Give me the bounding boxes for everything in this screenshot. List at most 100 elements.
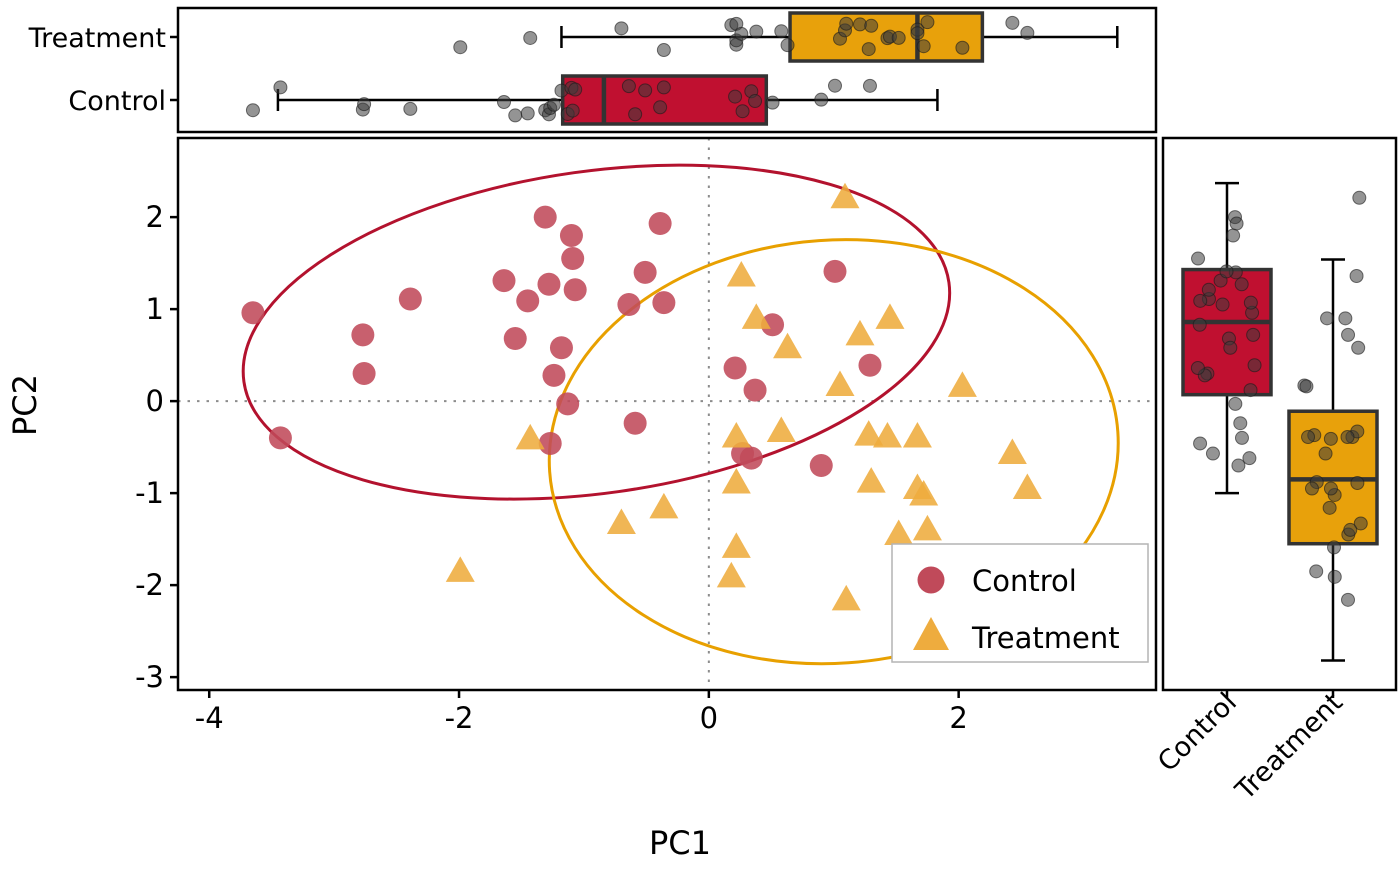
jitter-point	[565, 103, 580, 118]
control-confidence-ellipse	[241, 163, 952, 501]
y-axis-title: PC2	[6, 374, 44, 436]
jitter-point	[453, 40, 468, 55]
jitter-point	[1205, 446, 1220, 461]
treatment-point	[856, 467, 886, 493]
control-point	[516, 289, 540, 313]
y-tick-label: -1	[135, 476, 164, 510]
jitter-point	[1020, 25, 1035, 40]
jitter-point	[1193, 293, 1208, 308]
jitter-point	[827, 78, 842, 93]
jitter-point	[1215, 297, 1230, 312]
legend-treatment-triangle-icon	[913, 617, 949, 650]
jitter-point	[1223, 340, 1238, 355]
control-point	[743, 378, 767, 402]
treatment-point	[831, 584, 861, 611]
top-marginal-boxplot-panel	[245, 11, 1119, 126]
jitter-point	[508, 108, 523, 123]
jitter-point	[916, 39, 931, 54]
treatment-point	[721, 468, 751, 494]
jitter-point	[920, 15, 935, 30]
x-tick-label: 2	[949, 701, 967, 735]
top-panel-border	[176, 6, 1158, 134]
control-point	[241, 301, 265, 325]
control-point	[809, 454, 833, 478]
jitter-point	[1323, 481, 1338, 496]
jitter-point	[1341, 327, 1356, 342]
jitter-point	[1243, 295, 1258, 310]
jitter-point	[1327, 569, 1342, 584]
jitter-point	[1192, 317, 1207, 332]
control-point	[652, 291, 676, 315]
jitter-point	[1327, 540, 1342, 555]
treatment-point	[830, 182, 860, 209]
jitter-point	[1323, 431, 1338, 446]
x-tick-label: -4	[195, 701, 224, 735]
jitter-point	[1228, 396, 1243, 411]
jitter-point	[638, 83, 653, 98]
control-point	[561, 247, 585, 271]
control-point	[537, 272, 561, 296]
jitter-point	[1242, 451, 1257, 466]
jitter-point	[780, 38, 795, 53]
treatment-point	[741, 303, 771, 329]
control-point	[858, 353, 882, 377]
control-point	[556, 392, 580, 416]
treatment-point	[721, 422, 751, 448]
jitter-point	[653, 100, 668, 115]
control-point	[623, 411, 647, 435]
jitter-point	[1304, 481, 1319, 496]
x-axis-title: PC1	[649, 824, 711, 862]
legend-control-label: Control	[972, 564, 1077, 598]
jitter-point	[728, 89, 743, 104]
jitter-point	[1219, 264, 1234, 279]
top-row-label-control: Control	[68, 86, 166, 117]
jitter-point	[1246, 327, 1261, 342]
legend-treatment-label: Treatment	[971, 621, 1120, 655]
jitter-point	[1338, 311, 1353, 326]
treatment-point	[912, 514, 942, 541]
control-point	[633, 260, 657, 284]
jitter-point	[546, 97, 561, 112]
jitter-point	[1341, 592, 1356, 607]
jitter-point	[1322, 500, 1337, 515]
right-panel-border	[1161, 136, 1398, 692]
control-point	[542, 363, 566, 387]
jitter-point	[1243, 383, 1258, 398]
treatment-point	[721, 532, 751, 558]
treatment-point	[909, 479, 939, 506]
control-point	[723, 356, 747, 380]
jitter-point	[891, 30, 906, 45]
y-tick-label: -3	[135, 660, 164, 694]
treatment-point	[854, 420, 884, 446]
control-point	[823, 259, 847, 283]
jitter-point	[357, 97, 372, 112]
jitter-point	[1301, 430, 1316, 444]
treatment-point	[1012, 473, 1042, 500]
treatment-confidence-ellipse	[547, 238, 1120, 666]
jitter-point	[245, 103, 260, 118]
jitter-point	[734, 26, 749, 41]
treatment-point	[825, 370, 855, 396]
control-point	[503, 327, 527, 351]
control-point	[398, 287, 422, 311]
treatment-point	[716, 561, 746, 588]
jitter-point	[864, 18, 879, 33]
jitter-point	[861, 42, 876, 57]
jitter-point	[614, 21, 629, 36]
control-point	[617, 293, 641, 317]
jitter-point	[910, 26, 925, 41]
jitter-point	[839, 16, 854, 31]
jitter-point	[1343, 522, 1358, 537]
y-tick-label: 1	[146, 292, 164, 326]
jitter-point	[765, 95, 780, 110]
jitter-point	[862, 78, 877, 93]
x-tick-label: -2	[445, 701, 474, 735]
treatment-point	[515, 423, 545, 450]
main-panel-border	[176, 136, 1158, 692]
jitter-point	[1318, 446, 1333, 461]
jitter-point	[656, 43, 671, 58]
jitter-point	[403, 101, 418, 116]
jitter-point	[1233, 416, 1248, 431]
jitter-point	[814, 92, 829, 107]
